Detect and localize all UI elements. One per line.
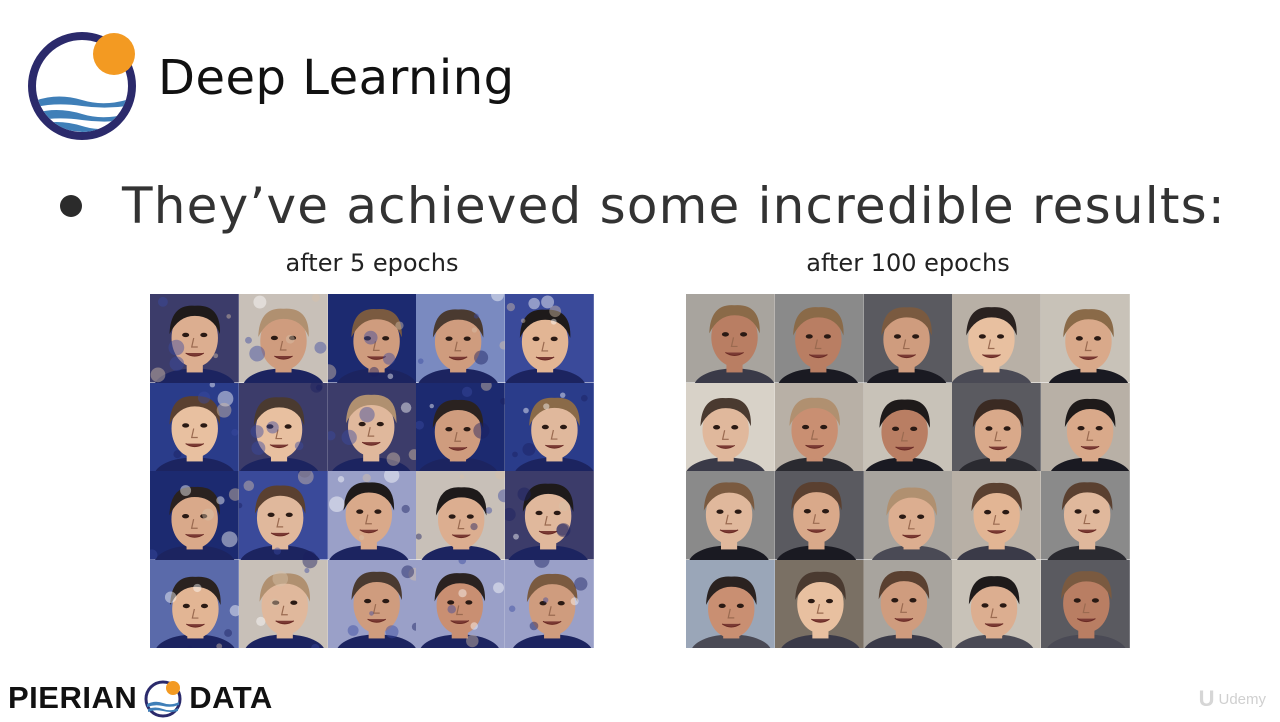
face-image: [416, 559, 506, 648]
face-image: [952, 294, 1042, 383]
face-image: [774, 471, 864, 560]
watermark-text: Udemy: [1218, 690, 1266, 708]
face-image: [863, 294, 953, 383]
face-image: [238, 471, 328, 560]
face-image: [952, 559, 1042, 648]
face-image: [505, 471, 594, 560]
pierian-data-logo-icon: [26, 26, 142, 142]
figure-caption-5-epochs: after 5 epochs: [285, 249, 459, 277]
udemy-watermark: U Udemy: [1199, 686, 1266, 712]
pierian-data-small-logo-icon: [143, 678, 183, 718]
footer-brand-right: DATA: [189, 680, 273, 715]
face-grid-100-epochs: [686, 294, 1130, 648]
face-image: [238, 559, 328, 648]
face-image: [327, 382, 417, 471]
face-image: [416, 382, 506, 471]
face-image: [863, 382, 953, 471]
face-image: [505, 294, 594, 383]
footer-brand-logo: PIERIAN DATA: [8, 678, 273, 718]
face-image: [863, 559, 953, 648]
face-image: [327, 559, 417, 648]
face-image: [150, 559, 239, 648]
face-image: [1041, 559, 1130, 648]
face-image: [1041, 294, 1130, 383]
face-grid-5-epochs: [150, 294, 594, 648]
face-image: [1041, 471, 1130, 560]
face-image: [327, 294, 417, 383]
face-image: [686, 382, 775, 471]
bullet-point: They’ve achieved some incredible results…: [60, 176, 1226, 236]
face-image: [774, 382, 864, 471]
face-image: [150, 294, 239, 383]
slide-title: Deep Learning: [158, 50, 515, 106]
face-image: [416, 294, 506, 383]
face-image: [150, 382, 239, 471]
udemy-logo-icon: U: [1198, 686, 1215, 711]
face-image: [416, 471, 506, 560]
face-image: [150, 471, 239, 560]
face-image: [238, 382, 328, 471]
face-image: [505, 559, 594, 648]
face-image: [774, 294, 864, 383]
face-image: [686, 471, 775, 560]
face-image: [1041, 382, 1130, 471]
bullet-text: They’ve achieved some incredible results…: [122, 177, 1226, 235]
face-image: [327, 471, 417, 560]
figure-caption-100-epochs: after 100 epochs: [806, 249, 1010, 277]
face-image: [952, 471, 1042, 560]
face-image: [686, 559, 775, 648]
footer-brand-left: PIERIAN: [8, 680, 138, 715]
bullet-dot-icon: [60, 195, 82, 217]
face-image: [238, 294, 328, 383]
face-image: [952, 382, 1042, 471]
face-image: [686, 294, 775, 383]
face-image: [774, 559, 864, 648]
face-image: [505, 382, 594, 471]
face-image: [863, 471, 953, 560]
